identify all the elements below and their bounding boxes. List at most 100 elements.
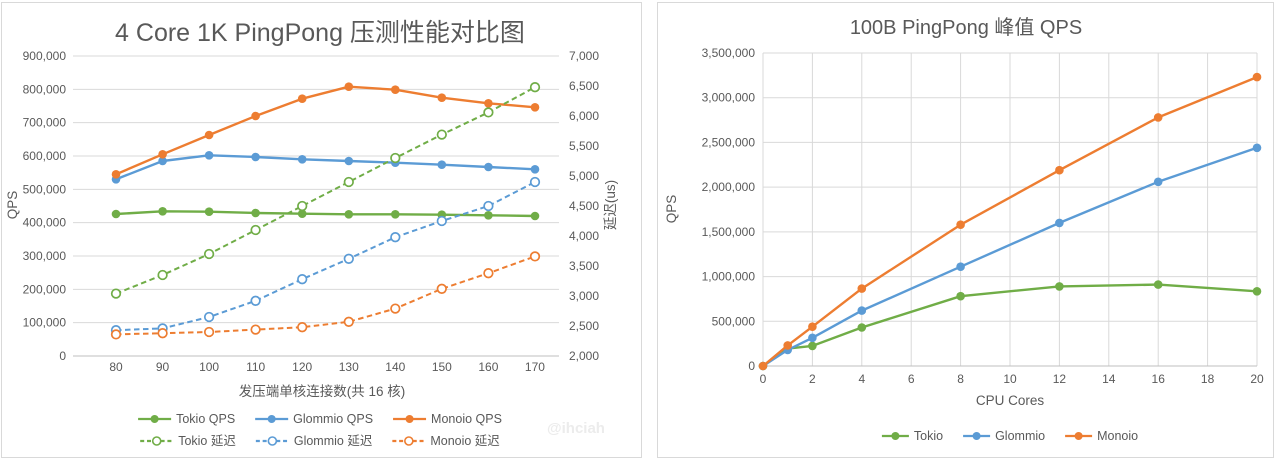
svg-text:14: 14 <box>1102 372 1116 386</box>
series-tokio-延迟 <box>110 82 541 299</box>
svg-text:0: 0 <box>748 359 755 373</box>
svg-text:16: 16 <box>1152 372 1166 386</box>
legend-item-monoio-qps: Monoio QPS <box>393 412 502 426</box>
data-point <box>436 129 447 140</box>
data-point <box>251 111 260 121</box>
svg-text:3,000,000: 3,000,000 <box>702 91 756 105</box>
svg-text:2,000: 2,000 <box>569 349 599 363</box>
data-point <box>297 322 308 333</box>
series-monoio <box>758 72 1262 371</box>
data-point <box>297 94 307 103</box>
legend-label: Glommio QPS <box>293 412 373 426</box>
series-tokio-qps <box>111 207 540 221</box>
svg-text:10: 10 <box>1003 372 1017 386</box>
svg-text:1,000,000: 1,000,000 <box>702 270 756 284</box>
data-point <box>204 207 214 216</box>
svg-text:7,000: 7,000 <box>569 49 599 63</box>
legend-marker-icon <box>404 436 414 446</box>
left-gridlines <box>73 55 559 357</box>
data-point <box>110 329 122 340</box>
right-gridlines <box>762 52 1258 367</box>
svg-text:80: 80 <box>109 360 123 374</box>
svg-text:300,000: 300,000 <box>23 249 67 263</box>
data-point <box>857 323 867 332</box>
data-point <box>783 341 792 350</box>
data-point <box>808 322 817 332</box>
data-point <box>344 210 354 219</box>
data-point <box>157 328 168 339</box>
svg-text:18: 18 <box>1201 372 1215 386</box>
legend-item-monoio: Monoio <box>1065 429 1138 443</box>
svg-text:4,500: 4,500 <box>569 199 599 213</box>
left-legend-row-2: Tokio 延迟 Glommio 延迟 Monoio 延迟 <box>140 434 500 448</box>
data-point <box>251 152 260 162</box>
svg-text:700,000: 700,000 <box>23 116 67 130</box>
legend-item-tokio-qps: Tokio QPS <box>138 412 235 426</box>
data-point <box>808 341 817 351</box>
svg-text:5,500: 5,500 <box>569 139 599 153</box>
legend-item-glommio-延迟: Glommio 延迟 <box>255 434 373 448</box>
data-point <box>483 268 494 279</box>
data-point <box>251 208 260 218</box>
legend-label: Glommio 延迟 <box>294 434 373 448</box>
data-point <box>530 103 540 112</box>
left-y-axis-labels: 0 100,000 200,000 300,000 400,000 500,000 600,… <box>23 49 67 363</box>
svg-text:8: 8 <box>957 372 964 386</box>
data-point <box>250 295 261 306</box>
right-x-axis-labels: 0 2 4 6 8 10 12 14 16 18 20 <box>760 372 1264 386</box>
data-point <box>343 253 354 264</box>
data-point <box>529 251 541 262</box>
svg-text:6,000: 6,000 <box>569 109 599 123</box>
svg-text:200,000: 200,000 <box>23 282 67 296</box>
svg-text:0: 0 <box>59 349 66 363</box>
legend-item-glommio-qps: Glommio QPS <box>255 412 373 426</box>
data-point <box>1252 287 1262 296</box>
data-point <box>1055 282 1064 291</box>
data-point <box>758 361 768 371</box>
svg-text:900,000: 900,000 <box>23 49 67 63</box>
data-point <box>297 155 307 164</box>
data-point <box>956 262 965 272</box>
data-point <box>484 211 493 220</box>
data-point <box>530 211 540 221</box>
data-point <box>483 200 494 212</box>
data-point <box>297 209 307 218</box>
data-point <box>484 162 493 172</box>
data-point <box>111 209 121 219</box>
data-point <box>250 324 261 335</box>
left-chart-panel: 0 100,000 200,000 300,000 400,000 500,000 600,… <box>1 2 642 458</box>
svg-text:12: 12 <box>1053 372 1067 386</box>
data-point <box>157 269 168 281</box>
series-monoio-qps <box>111 82 540 179</box>
data-point <box>436 215 447 227</box>
data-point <box>110 288 122 299</box>
legend-item-tokio-延迟: Tokio 延迟 <box>140 434 236 448</box>
data-point <box>203 311 215 323</box>
data-point <box>1153 280 1163 289</box>
svg-text:2,000,000: 2,000,000 <box>702 180 756 194</box>
svg-text:160: 160 <box>478 360 498 374</box>
right-chart-canvas: 0 2 4 6 8 10 12 14 16 18 20 0 500,000 1,000,000 1,500,… <box>664 16 1264 443</box>
legend-marker-icon <box>267 436 278 446</box>
right-plot-area: 0 2 4 6 8 10 12 14 16 18 20 0 500,000 1,000,000 1,500,… <box>702 46 1264 386</box>
legend-label: Monoio QPS <box>431 412 502 426</box>
right-y-axis-labels: 0 500,000 1,000,000 1,500,000 2,000,000 2,500… <box>702 46 756 373</box>
right-chart-legend: Tokio Glommio Monoio <box>881 429 1138 443</box>
left-chart-legend: Tokio QPS Glommio QPS Monoio QPS Tokio 延迟 Gl… <box>138 412 502 448</box>
svg-text:120: 120 <box>292 360 312 374</box>
data-point <box>1153 113 1163 122</box>
data-point <box>390 152 401 164</box>
data-point <box>530 165 540 174</box>
left-plot-area: 0 100,000 200,000 300,000 400,000 500,000 600,… <box>23 49 600 374</box>
left-x-axis-labels: 80 90 100 110 120 130 140 150 160 170 <box>109 360 545 374</box>
data-point <box>158 150 167 159</box>
svg-text:3,000: 3,000 <box>569 289 599 303</box>
data-point <box>297 200 308 212</box>
svg-text:150: 150 <box>432 360 452 374</box>
legend-item-tokio: Tokio <box>881 429 943 443</box>
data-point <box>1153 177 1163 187</box>
right-y-axis-title: QPS <box>664 195 679 224</box>
legend-marker-icon <box>1074 432 1083 440</box>
svg-text:0: 0 <box>760 372 767 386</box>
svg-text:800,000: 800,000 <box>23 82 67 96</box>
